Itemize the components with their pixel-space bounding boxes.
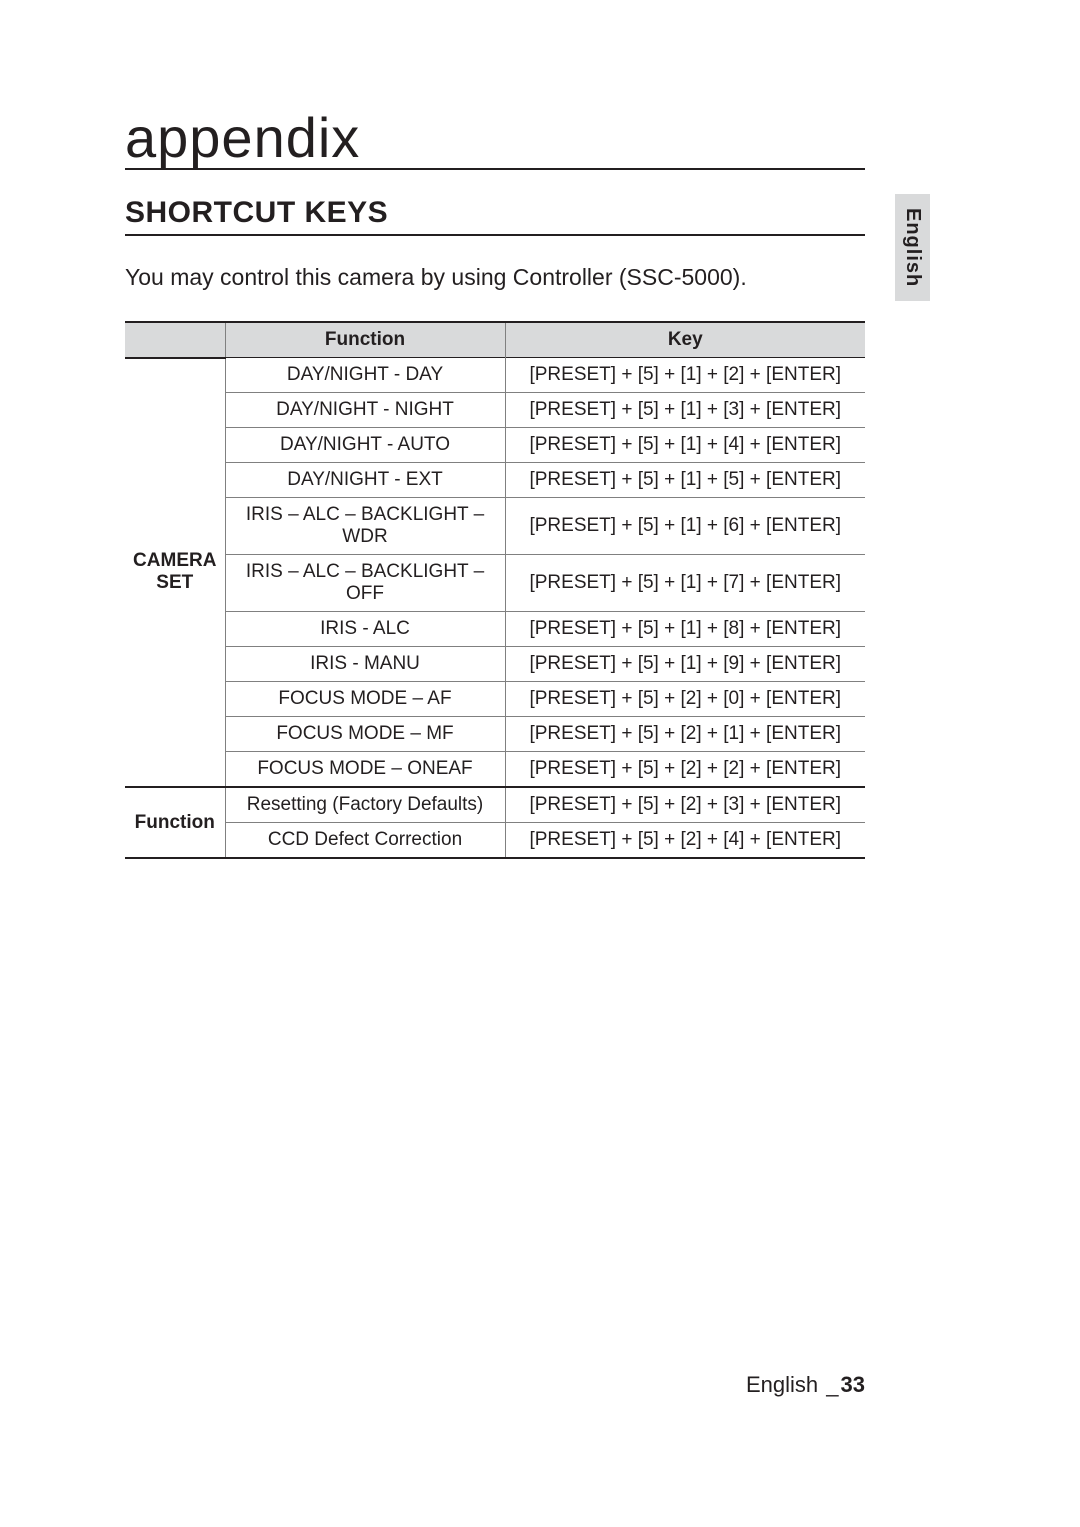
page-footer: English _33 <box>125 1372 865 1398</box>
function-cell: IRIS – ALC – BACKLIGHT – WDR <box>225 498 505 555</box>
footer-page-number: 33 <box>841 1372 865 1397</box>
table-header-key: Key <box>505 322 865 358</box>
function-cell: DAY/NIGHT - NIGHT <box>225 393 505 428</box>
table-body: CAMERA SETDAY/NIGHT - DAY[PRESET] + [5] … <box>125 358 865 859</box>
table-row: FOCUS MODE – MF[PRESET] + [5] + [2] + [1… <box>125 717 865 752</box>
table-row: FunctionResetting (Factory Defaults)[PRE… <box>125 787 865 823</box>
function-cell: Resetting (Factory Defaults) <box>225 787 505 823</box>
section-title: SHORTCUT KEYS <box>125 196 865 236</box>
function-cell: FOCUS MODE – AF <box>225 682 505 717</box>
intro-text: You may control this camera by using Con… <box>125 264 865 291</box>
table-header-row: Function Key <box>125 322 865 358</box>
function-cell: FOCUS MODE – MF <box>225 717 505 752</box>
key-cell: [PRESET] + [5] + [1] + [5] + [ENTER] <box>505 463 865 498</box>
key-cell: [PRESET] + [5] + [2] + [0] + [ENTER] <box>505 682 865 717</box>
key-cell: [PRESET] + [5] + [1] + [3] + [ENTER] <box>505 393 865 428</box>
key-cell: [PRESET] + [5] + [1] + [7] + [ENTER] <box>505 555 865 612</box>
group-label: CAMERA SET <box>125 358 225 788</box>
key-cell: [PRESET] + [5] + [2] + [4] + [ENTER] <box>505 823 865 859</box>
table-row: FOCUS MODE – ONEAF[PRESET] + [5] + [2] +… <box>125 752 865 788</box>
group-label: Function <box>125 787 225 858</box>
function-cell: DAY/NIGHT - DAY <box>225 358 505 393</box>
key-cell: [PRESET] + [5] + [1] + [9] + [ENTER] <box>505 647 865 682</box>
function-cell: DAY/NIGHT - AUTO <box>225 428 505 463</box>
key-cell: [PRESET] + [5] + [1] + [4] + [ENTER] <box>505 428 865 463</box>
key-cell: [PRESET] + [5] + [1] + [6] + [ENTER] <box>505 498 865 555</box>
key-cell: [PRESET] + [5] + [2] + [1] + [ENTER] <box>505 717 865 752</box>
function-cell: CCD Defect Correction <box>225 823 505 859</box>
key-cell: [PRESET] + [5] + [2] + [2] + [ENTER] <box>505 752 865 788</box>
table-row: FOCUS MODE – AF[PRESET] + [5] + [2] + [0… <box>125 682 865 717</box>
function-cell: FOCUS MODE – ONEAF <box>225 752 505 788</box>
table-row: IRIS – ALC – BACKLIGHT – OFF[PRESET] + [… <box>125 555 865 612</box>
table-row: IRIS - ALC[PRESET] + [5] + [1] + [8] + [… <box>125 612 865 647</box>
table-header-function: Function <box>225 322 505 358</box>
table-header-blank <box>125 322 225 358</box>
table-row: CCD Defect Correction[PRESET] + [5] + [2… <box>125 823 865 859</box>
footer-separator: _ <box>824 1372 840 1397</box>
table-row: DAY/NIGHT - AUTO[PRESET] + [5] + [1] + [… <box>125 428 865 463</box>
function-cell: IRIS - MANU <box>225 647 505 682</box>
table-row: IRIS – ALC – BACKLIGHT – WDR[PRESET] + [… <box>125 498 865 555</box>
function-cell: IRIS - ALC <box>225 612 505 647</box>
shortcut-table: Function Key CAMERA SETDAY/NIGHT - DAY[P… <box>125 321 865 859</box>
chapter-title: appendix <box>125 110 865 170</box>
key-cell: [PRESET] + [5] + [1] + [2] + [ENTER] <box>505 358 865 393</box>
table-row: DAY/NIGHT - EXT[PRESET] + [5] + [1] + [5… <box>125 463 865 498</box>
key-cell: [PRESET] + [5] + [1] + [8] + [ENTER] <box>505 612 865 647</box>
footer-language: English <box>746 1372 818 1397</box>
table-row: IRIS - MANU[PRESET] + [5] + [1] + [9] + … <box>125 647 865 682</box>
function-cell: IRIS – ALC – BACKLIGHT – OFF <box>225 555 505 612</box>
language-side-tab: English <box>895 194 930 301</box>
table-row: DAY/NIGHT - NIGHT[PRESET] + [5] + [1] + … <box>125 393 865 428</box>
table-row: CAMERA SETDAY/NIGHT - DAY[PRESET] + [5] … <box>125 358 865 393</box>
function-cell: DAY/NIGHT - EXT <box>225 463 505 498</box>
key-cell: [PRESET] + [5] + [2] + [3] + [ENTER] <box>505 787 865 823</box>
